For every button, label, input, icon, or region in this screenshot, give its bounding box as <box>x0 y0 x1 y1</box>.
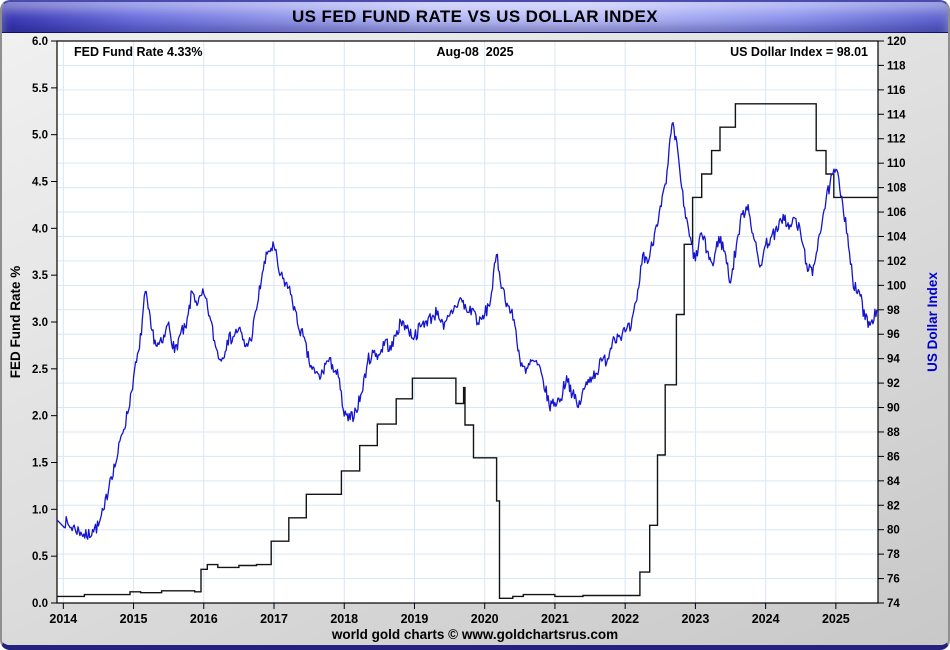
x-axis-tick-label: 2022 <box>611 612 639 626</box>
right-axis-tick-label: 118 <box>887 60 906 72</box>
plot-background <box>57 41 878 603</box>
right-axis-tick-label: 90 <box>887 403 900 415</box>
fed-fund-rate-line <box>57 103 878 599</box>
right-axis-tick-label: 116 <box>887 85 906 97</box>
x-axis-tick-label: 2018 <box>330 612 358 626</box>
chart-plot: 0.0 0.5 1.0 1.5 2.0 2.5 3.0 3.5 4.0 4.5 5.0 5.5 6.0 7… <box>32 36 907 626</box>
x-axis-tick-label: 2021 <box>541 612 569 626</box>
right-axis-tick-label: 98 <box>887 305 900 317</box>
plot-border <box>56 40 879 604</box>
x-axis-tick-label: 2017 <box>260 612 288 626</box>
left-axis-title: FED Fund Rate % <box>8 265 23 379</box>
right-axis-tick-label: 82 <box>887 500 900 512</box>
right-axis-tick-label: 100 <box>887 280 906 292</box>
right-axis-title: US Dollar Index <box>925 272 940 372</box>
left-axis-tick-label: 1.5 <box>32 458 49 470</box>
dollar-index-annotation: US Dollar Index = 98.01 <box>730 45 868 59</box>
fed-rate-annotation: FED Fund Rate 4.33% <box>74 45 203 59</box>
x-axis-tick-label: 2016 <box>190 612 218 626</box>
x-axis-tick-label: 2020 <box>471 612 499 626</box>
right-axis-tick-label: 76 <box>887 574 900 586</box>
title-bar: US FED FUND RATE VS US DOLLAR INDEX <box>2 2 948 33</box>
left-axis-tick-label: 0.0 <box>32 598 48 610</box>
x-axis-tick-label: 2015 <box>120 612 148 626</box>
left-axis-tick-label: 2.0 <box>32 411 48 423</box>
left-axis-tick-label: 5.0 <box>32 130 48 142</box>
axis-ticks: 0.0 0.5 1.0 1.5 2.0 2.5 3.0 3.5 4.0 4.5 5.0 5.5 6.0 7… <box>32 36 907 626</box>
right-axis-tick-label: 86 <box>887 451 900 463</box>
chart-title: US FED FUND RATE VS US DOLLAR INDEX <box>292 7 658 26</box>
right-axis-tick-label: 112 <box>887 134 906 146</box>
right-axis-tick-label: 84 <box>887 476 900 488</box>
left-axis-tick-label: 2.5 <box>32 364 49 376</box>
right-axis-tick-label: 94 <box>887 354 900 366</box>
left-axis-tick-label: 5.5 <box>32 83 49 95</box>
gridlines <box>57 41 878 603</box>
us-dollar-index-line <box>56 121 878 540</box>
right-axis-tick-label: 104 <box>887 231 907 243</box>
right-axis-tick-label: 120 <box>887 36 906 48</box>
right-axis-tick-label: 80 <box>887 525 900 537</box>
right-axis-tick-label: 78 <box>887 549 900 561</box>
left-axis-tick-label: 4.5 <box>32 177 49 189</box>
chart-area: 0.0 0.5 1.0 1.5 2.0 2.5 3.0 3.5 4.0 4.5 5.0 5.5 6.0 7… <box>2 33 948 645</box>
left-axis-tick-label: 0.5 <box>32 551 49 563</box>
left-axis-tick-label: 6.0 <box>32 36 48 48</box>
x-axis-tick-label: 2019 <box>401 612 429 626</box>
right-axis-tick-label: 96 <box>887 329 900 341</box>
right-axis-tick-label: 92 <box>887 378 900 390</box>
left-axis-tick-label: 1.0 <box>32 504 48 516</box>
right-axis-tick-label: 74 <box>887 598 900 610</box>
x-axis-tick-label: 2014 <box>49 612 77 626</box>
left-axis-tick-label: 3.5 <box>32 270 49 282</box>
x-axis-tick-label: 2025 <box>822 612 850 626</box>
right-axis-tick-label: 106 <box>887 207 906 219</box>
left-axis-tick-label: 3.0 <box>32 317 48 329</box>
right-axis-tick-label: 114 <box>887 109 906 121</box>
right-axis-tick-label: 110 <box>887 158 906 170</box>
source-caption: world gold charts © www.goldchartsrus.co… <box>331 627 619 642</box>
left-axis-tick-label: 4.0 <box>32 223 48 235</box>
right-axis-tick-label: 108 <box>887 183 907 195</box>
right-axis-tick-label: 102 <box>887 256 906 268</box>
x-axis-tick-label: 2024 <box>752 612 780 626</box>
right-axis-tick-label: 88 <box>887 427 900 439</box>
x-axis-tick-label: 2023 <box>681 612 709 626</box>
